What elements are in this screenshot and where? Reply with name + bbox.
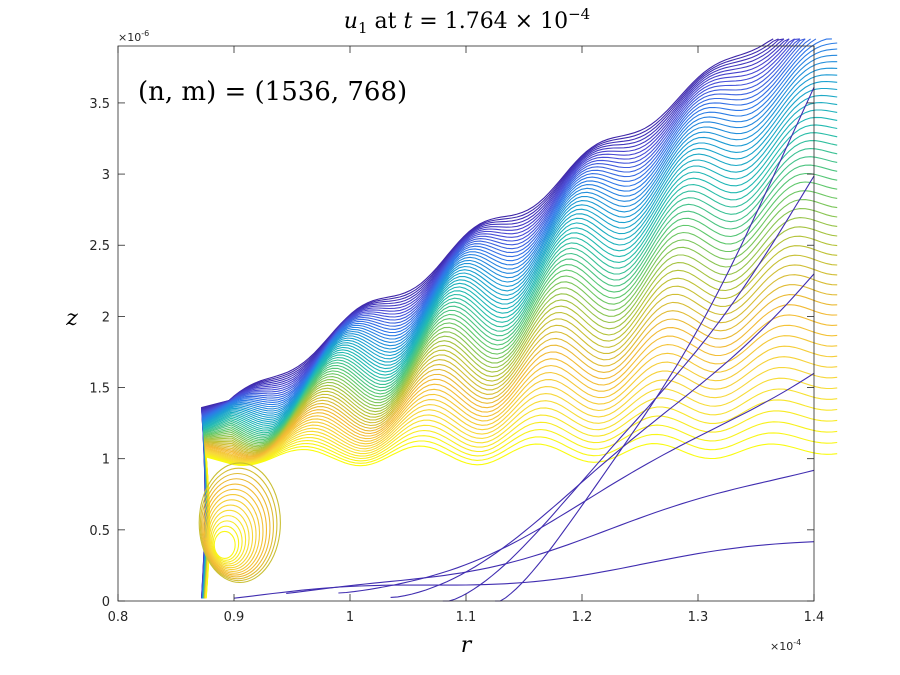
contour-line bbox=[198, 462, 281, 584]
contour-line bbox=[206, 499, 257, 571]
x-axis-multiplier: ×10-4 bbox=[770, 638, 801, 653]
contour-line bbox=[205, 443, 838, 599]
x-axis: 0.8 0.9 1 1.1 1.2 1.3 1.4 bbox=[108, 46, 825, 625]
y-axis-multiplier: ×10-6 bbox=[118, 29, 149, 44]
contour-lines bbox=[198, 38, 838, 602]
contour-line bbox=[442, 175, 815, 602]
y-tick-label: 0 bbox=[102, 595, 110, 610]
y-tick-label: 1 bbox=[102, 453, 110, 468]
y-axis-label: z bbox=[65, 306, 78, 331]
contour-line bbox=[390, 273, 815, 598]
y-tick-label: 1.5 bbox=[89, 382, 110, 397]
contour-line bbox=[205, 494, 261, 572]
contour-line bbox=[204, 488, 264, 574]
x-tick-label: 1.3 bbox=[688, 610, 709, 625]
contour-line bbox=[209, 509, 250, 567]
contour-line bbox=[202, 478, 271, 578]
contour-line bbox=[203, 483, 268, 576]
x-tick-label: 1.1 bbox=[456, 610, 477, 625]
contour-line bbox=[212, 525, 240, 561]
contour-line bbox=[338, 372, 815, 594]
contour-line bbox=[211, 520, 243, 563]
y-tick-label: 0.5 bbox=[89, 524, 110, 539]
contour-line bbox=[286, 469, 815, 594]
x-axis-label: r bbox=[461, 633, 473, 658]
grid-size-annotation: (n, m) = (1536, 768) bbox=[138, 77, 407, 107]
y-tick-label: 3 bbox=[102, 168, 110, 183]
contour-line bbox=[207, 504, 254, 569]
contour-line bbox=[199, 467, 278, 582]
x-tick-label: 1 bbox=[346, 610, 354, 625]
x-tick-label: 0.9 bbox=[224, 610, 245, 625]
contour-line bbox=[495, 87, 815, 602]
y-tick-label: 3.5 bbox=[89, 97, 110, 112]
contour-line bbox=[213, 530, 236, 560]
contour-line bbox=[210, 515, 247, 565]
y-axis: 0 0.5 1 1.5 2 2.5 3 3.5 bbox=[89, 97, 814, 610]
y-tick-label: 2.5 bbox=[89, 239, 110, 254]
y-tick-label: 2 bbox=[102, 310, 110, 325]
x-tick-label: 1.4 bbox=[804, 610, 825, 625]
chart-title: u1 at t = 1.764 × 10−4 bbox=[344, 5, 590, 37]
x-tick-label: 0.8 bbox=[108, 610, 129, 625]
x-tick-label: 1.2 bbox=[572, 610, 593, 625]
contour-line bbox=[200, 472, 274, 580]
